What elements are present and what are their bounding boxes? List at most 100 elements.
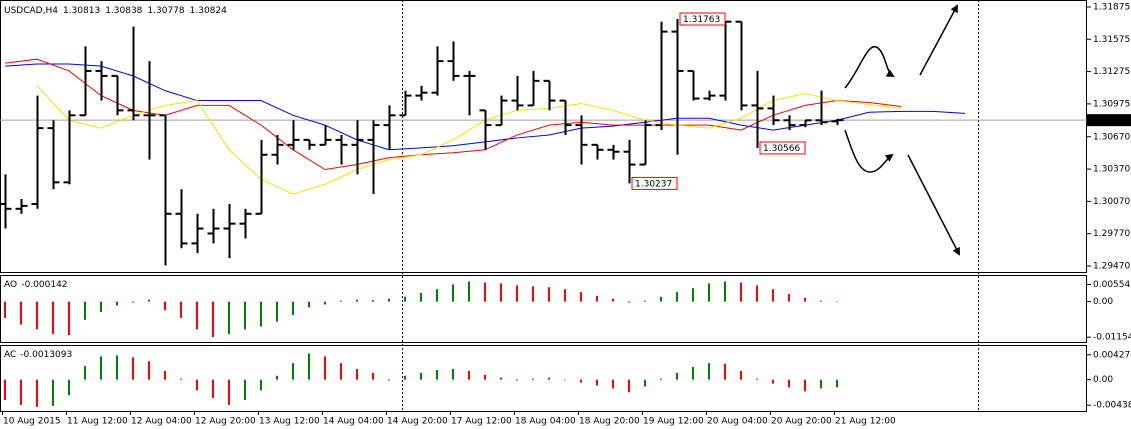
oscillator-bar xyxy=(132,301,134,303)
x-tick-label: 19 Aug 12:00 xyxy=(643,417,704,427)
oscillator-bar xyxy=(724,363,726,380)
oscillator-bar xyxy=(324,356,326,380)
chart-title: USDCAD,H4 1.30813 1.30838 1.30778 1.30824 xyxy=(4,6,227,16)
oscillator-bar xyxy=(212,301,214,338)
price-annotation: 1.31763 xyxy=(683,15,720,25)
current-price-box xyxy=(1087,114,1131,127)
oscillator-bar xyxy=(772,379,774,384)
oscillator-bar xyxy=(484,374,486,380)
current-price-label: 1.30824 xyxy=(1092,116,1129,126)
oscillator-bar xyxy=(244,301,246,330)
oscillator-bar xyxy=(84,301,86,320)
oscillator-bar xyxy=(772,289,774,302)
oscillator-bar xyxy=(436,289,438,302)
oscillator-bar xyxy=(372,372,374,380)
oscillator-bar xyxy=(452,284,454,302)
oscillator-bar xyxy=(804,297,806,302)
oscillator-bar xyxy=(708,283,710,302)
x-tick-label: 10 Aug 2015 xyxy=(3,417,61,427)
oscillator-bar xyxy=(484,282,486,302)
oscillator-bar xyxy=(788,293,790,302)
y-tick-label: 1.31575 xyxy=(1093,35,1130,45)
oscillator-bar xyxy=(4,301,6,318)
x-tick-label: 17 Aug 12:00 xyxy=(451,417,512,427)
oscillator-bar xyxy=(340,300,342,302)
x-tick-label: 14 Aug 20:00 xyxy=(387,417,448,427)
oscillator-bar xyxy=(836,379,838,388)
forecast-arrows xyxy=(844,4,960,256)
x-tick-label: 20 Aug 04:00 xyxy=(707,417,768,427)
price-annotation: 1.30237 xyxy=(635,179,672,189)
y-tick-label: 1.31275 xyxy=(1093,67,1130,77)
oscillator-bar xyxy=(324,301,326,305)
oscillator-bar xyxy=(692,367,694,380)
ohlc-value: 1.30778 xyxy=(147,6,184,16)
oscillator-bar xyxy=(516,285,518,302)
oscillator-bar xyxy=(820,300,822,302)
oscillator-bar xyxy=(68,379,70,396)
oscillator-bar xyxy=(804,379,806,392)
oscillator-bar xyxy=(532,378,534,380)
oscillator-bar xyxy=(500,283,502,302)
oscillator-bar xyxy=(564,379,566,381)
oscillator-bar xyxy=(116,355,118,380)
oscillator-bar xyxy=(164,301,166,311)
y-tick-label: 1.30670 xyxy=(1093,132,1130,142)
indicator-label: AC -0.0013093 xyxy=(4,350,72,360)
oscillator-bar xyxy=(84,366,86,380)
oscillator-bar xyxy=(452,368,454,380)
oscillator-bar xyxy=(388,298,390,302)
symbol: USDCAD,H4 xyxy=(4,6,58,16)
oscillator-bar xyxy=(36,301,38,330)
oscillator-bar xyxy=(516,379,518,381)
x-tick-label: 12 Aug 20:00 xyxy=(195,417,256,427)
oscillator-bar xyxy=(100,301,102,313)
ac-panel xyxy=(0,345,1087,412)
y-tick-label: -0.011545 xyxy=(1093,333,1131,343)
oscillator-bar xyxy=(116,301,118,306)
oscillator-bar xyxy=(660,378,662,380)
oscillator-bar xyxy=(260,301,262,327)
oscillator-bar xyxy=(180,378,182,380)
oscillator-bar xyxy=(532,286,534,302)
x-tick-label: 11 Aug 12:00 xyxy=(67,417,128,427)
oscillator-bar xyxy=(500,377,502,380)
indicator-name: AO xyxy=(4,280,17,290)
oscillator-bar xyxy=(660,296,662,302)
oscillator-bar xyxy=(148,361,150,380)
oscillator-bar xyxy=(196,379,198,391)
oscillator-bar xyxy=(308,353,310,380)
oscillator-bar xyxy=(180,301,182,318)
oscillator-bar xyxy=(20,301,22,325)
x-tick-label: 21 Aug 12:00 xyxy=(835,417,896,427)
oscillator-bar xyxy=(628,379,630,393)
x-tick-label: 18 Aug 20:00 xyxy=(579,417,640,427)
oscillator-bar xyxy=(692,288,694,302)
oscillator-bar xyxy=(212,379,214,399)
oscillator-bar xyxy=(276,301,278,322)
indicator-value: -0.0013093 xyxy=(20,350,72,360)
oscillator-bar xyxy=(724,281,726,302)
oscillator-bar xyxy=(36,379,38,407)
oscillator-bar xyxy=(564,289,566,302)
oscillator-bar xyxy=(420,293,422,302)
oscillator-bar xyxy=(52,379,54,406)
moving-average xyxy=(4,58,902,171)
price-annotation-box xyxy=(679,12,726,26)
y-tick-label: 0.005549 xyxy=(1093,280,1131,290)
oscillator-bar xyxy=(596,295,598,302)
arrow-curve-down xyxy=(844,129,894,173)
oscillator-bar xyxy=(388,379,390,381)
oscillator-bar xyxy=(628,301,630,303)
oscillator-bar xyxy=(436,369,438,380)
oscillator-bar xyxy=(20,379,22,405)
oscillator-bar xyxy=(292,301,294,315)
oscillator-bar xyxy=(580,292,582,302)
oscillator-bar xyxy=(260,379,262,391)
arrow-up xyxy=(919,4,958,76)
price-panel xyxy=(0,0,1087,273)
oscillator-bar xyxy=(308,301,310,308)
oscillator-bar xyxy=(612,298,614,302)
oscillator-bar xyxy=(356,368,358,380)
oscillator-bar xyxy=(132,357,134,380)
